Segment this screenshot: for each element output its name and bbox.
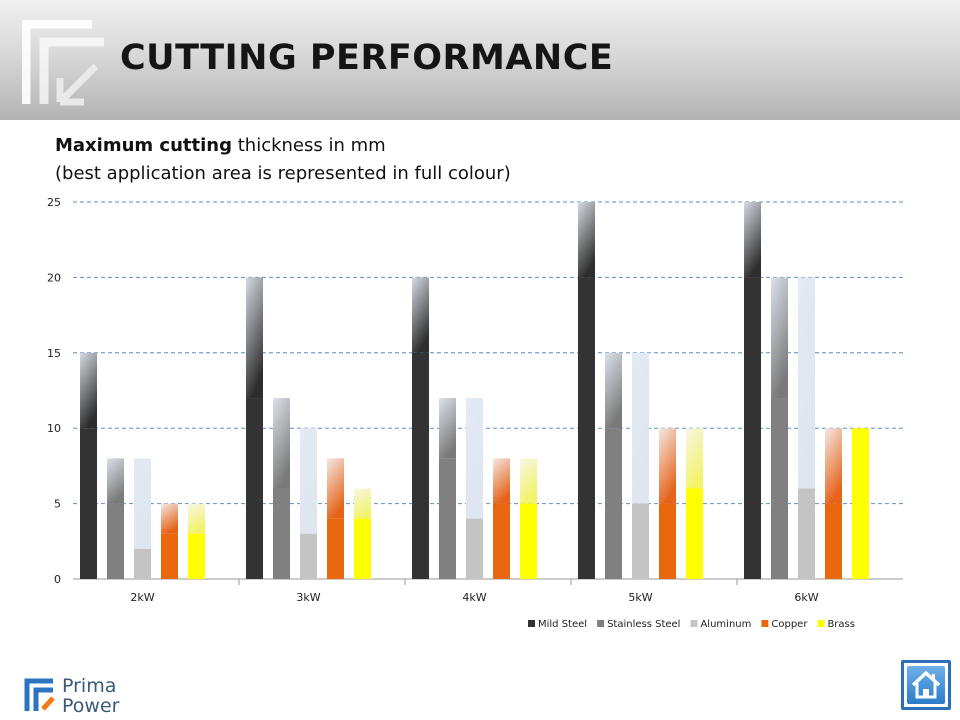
bar-copper — [161, 533, 178, 579]
chart-subtitle: Maximum cutting thickness in mm (best ap… — [55, 132, 511, 188]
legend-label: Copper — [771, 619, 808, 630]
bar-range-stainless-steel — [439, 398, 456, 459]
page-title: CUTTING PERFORMANCE — [120, 38, 614, 78]
bar-range-stainless-steel — [273, 398, 290, 489]
bar-stainless-steel — [605, 428, 622, 579]
bar-stainless-steel — [771, 398, 788, 579]
y-tick-label: 25 — [47, 196, 61, 209]
legend-label: Mild Steel — [538, 619, 587, 630]
legend-swatch — [761, 620, 769, 627]
bar-mild-steel — [744, 277, 761, 579]
bar-range-aluminum — [632, 352, 649, 504]
bar-range-aluminum — [466, 398, 483, 519]
bar-range-aluminum — [300, 428, 317, 534]
bar-stainless-steel — [273, 488, 290, 579]
y-tick-label: 20 — [47, 271, 61, 284]
bar-copper — [493, 503, 510, 579]
bar-range-mild-steel — [744, 202, 761, 278]
bar-range-mild-steel — [246, 277, 263, 399]
bar-range-stainless-steel — [771, 277, 788, 399]
bar-mild-steel — [80, 428, 97, 579]
y-tick-label: 5 — [54, 498, 61, 511]
header-bar: CUTTING PERFORMANCE — [0, 0, 960, 120]
brand-line-2: Power — [62, 695, 120, 717]
bar-range-copper — [161, 503, 178, 534]
bar-brass — [188, 533, 205, 579]
x-tick-label: 3kW — [296, 591, 320, 604]
bar-range-aluminum — [134, 458, 151, 549]
legend-swatch — [690, 620, 698, 627]
bar-aluminum — [300, 533, 317, 579]
bar-stainless-steel — [439, 458, 456, 579]
bar-range-mild-steel — [578, 202, 595, 278]
bar-brass — [520, 503, 537, 579]
legend-label: Stainless Steel — [607, 619, 680, 630]
bar-brass — [852, 428, 869, 579]
prima-arrow-logo-icon — [22, 20, 104, 106]
bar-mild-steel — [412, 352, 429, 579]
bar-range-mild-steel — [412, 277, 429, 353]
bar-range-stainless-steel — [605, 352, 622, 429]
bar-range-stainless-steel — [107, 458, 124, 504]
home-button-face[interactable] — [907, 666, 945, 704]
legend-label: Brass — [827, 619, 855, 630]
bar-range-brass — [686, 428, 703, 489]
bar-range-brass — [520, 458, 537, 504]
bar-brass — [686, 488, 703, 579]
bar-range-brass — [354, 488, 371, 519]
bar-stainless-steel — [107, 503, 124, 579]
subtitle-bold: Maximum cutting — [55, 135, 232, 156]
x-tick-label: 6kW — [794, 591, 818, 604]
bar-brass — [354, 518, 371, 579]
bar-range-aluminum — [798, 277, 815, 489]
subtitle-line-1: Maximum cutting thickness in mm — [55, 132, 511, 160]
y-tick-label: 10 — [47, 422, 61, 435]
brand-line-1: Prima — [62, 675, 117, 697]
subtitle-line-2: (best application area is represented in… — [55, 163, 511, 184]
bar-copper — [327, 518, 344, 579]
bar-mild-steel — [246, 398, 263, 579]
x-tick-label: 5kW — [628, 591, 652, 604]
y-tick-label: 0 — [54, 573, 61, 586]
x-tick-label: 4kW — [462, 591, 486, 604]
legend-label: Aluminum — [700, 619, 751, 630]
bar-copper — [825, 503, 842, 579]
prima-power-logo-icon — [24, 678, 55, 711]
bar-aluminum — [466, 518, 483, 579]
x-tick-label: 2kW — [130, 591, 154, 604]
bar-range-copper — [825, 428, 842, 504]
y-tick-label: 15 — [47, 347, 61, 360]
bar-range-brass — [188, 503, 205, 534]
home-button[interactable] — [901, 660, 951, 710]
bar-aluminum — [798, 488, 815, 579]
legend-swatch — [817, 620, 825, 627]
legend-swatch — [597, 620, 605, 627]
home-icon — [911, 671, 941, 699]
bar-copper — [659, 503, 676, 579]
legend-swatch — [528, 620, 535, 627]
bar-mild-steel — [578, 277, 595, 579]
bar-range-copper — [327, 458, 344, 519]
cutting-chart: 0 5 10 15 20 25 2kW 3kW 4kW 5kW 6kW Mild Steel Stain… — [47, 196, 903, 630]
bar-range-copper — [659, 428, 676, 504]
bar-aluminum — [134, 548, 151, 579]
subtitle-rest: thickness in mm — [232, 135, 386, 156]
bar-range-mild-steel — [80, 352, 97, 429]
bar-aluminum — [632, 503, 649, 579]
bar-range-copper — [493, 458, 510, 504]
